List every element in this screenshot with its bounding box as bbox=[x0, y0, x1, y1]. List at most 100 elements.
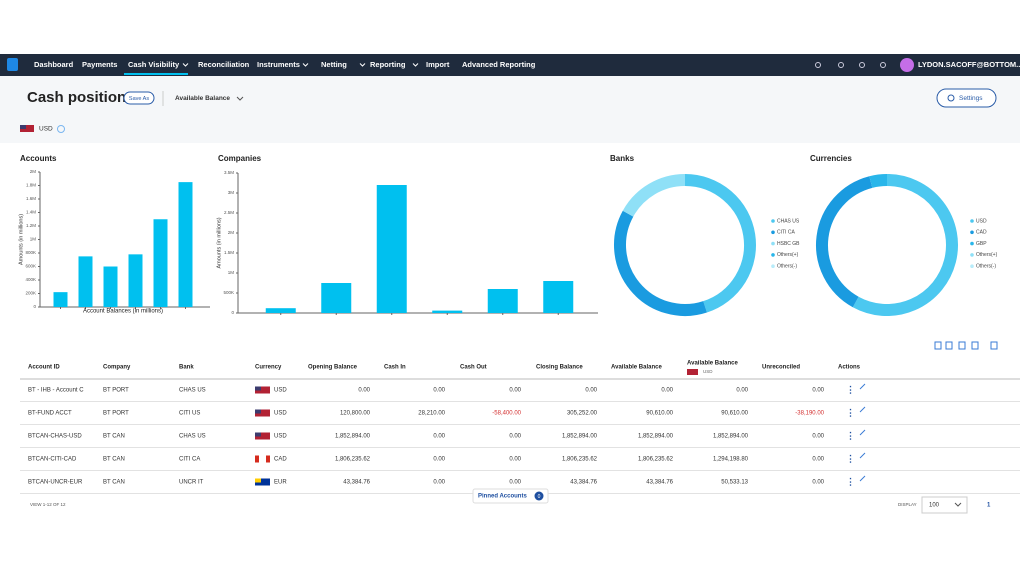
donut-segment[interactable] bbox=[816, 176, 873, 308]
pinned-badge bbox=[534, 491, 544, 501]
bar bbox=[53, 292, 68, 307]
pin-icon[interactable] bbox=[859, 383, 866, 390]
toolbar-icon[interactable] bbox=[934, 341, 942, 350]
table-cell: 90,610.00 bbox=[721, 411, 748, 417]
table-cell: BT PORT bbox=[103, 411, 129, 417]
bar bbox=[103, 266, 118, 307]
y-tick-label: 1M bbox=[228, 270, 235, 275]
table-cell: 1,852,894.00 bbox=[713, 434, 749, 440]
table-cell: BT - IHB - Account C bbox=[28, 388, 84, 394]
flag bbox=[687, 369, 698, 375]
column-header[interactable]: Bank bbox=[179, 365, 194, 371]
pin-icon[interactable] bbox=[859, 475, 866, 482]
chart-title: Banks bbox=[610, 154, 635, 163]
legend-dot[interactable] bbox=[970, 219, 974, 223]
nav-item[interactable]: Dashboard bbox=[34, 60, 74, 69]
donut-segment[interactable] bbox=[852, 174, 958, 316]
save-as-button[interactable] bbox=[123, 91, 155, 105]
row-menu[interactable]: ⋮ bbox=[846, 430, 855, 440]
row-menu[interactable]: ⋮ bbox=[846, 453, 855, 463]
table-cell: 50,533.13 bbox=[721, 480, 748, 486]
legend-label[interactable]: HSBC GB bbox=[777, 241, 800, 247]
nav-icon[interactable] bbox=[838, 62, 844, 68]
column-header[interactable]: Currency bbox=[255, 365, 282, 371]
donut-segment[interactable] bbox=[614, 210, 707, 316]
column-header[interactable]: Unreconciled bbox=[762, 365, 800, 371]
y-tick-label: 800K bbox=[25, 250, 36, 255]
nav-item[interactable]: Reporting bbox=[370, 60, 406, 69]
legend-label[interactable]: CHAS US bbox=[777, 218, 800, 224]
bar bbox=[153, 219, 168, 307]
column-header[interactable]: Actions bbox=[838, 365, 861, 371]
table-cell: EUR bbox=[274, 480, 287, 486]
legend-label[interactable]: CAD bbox=[976, 230, 987, 236]
legend-label[interactable]: Others(-) bbox=[777, 264, 797, 270]
avatar[interactable] bbox=[900, 58, 914, 72]
display-select[interactable] bbox=[921, 496, 968, 514]
nav-icon[interactable] bbox=[880, 62, 886, 68]
table-cell: 1,294,198.80 bbox=[713, 457, 749, 463]
save-as-label: Save As bbox=[129, 96, 149, 102]
legend-dot[interactable] bbox=[771, 253, 775, 257]
view-select[interactable]: Available Balance bbox=[175, 95, 230, 102]
legend-label[interactable]: GBP bbox=[976, 241, 987, 247]
toolbar-icon[interactable] bbox=[945, 341, 953, 350]
row-menu[interactable]: ⋮ bbox=[846, 476, 855, 486]
nav-icon[interactable] bbox=[815, 62, 821, 68]
nav-icon[interactable] bbox=[859, 62, 865, 68]
info-icon[interactable] bbox=[57, 125, 65, 133]
nav-item[interactable]: Netting bbox=[321, 60, 347, 69]
column-header[interactable]: Company bbox=[103, 365, 131, 371]
table-cell: 28,210.00 bbox=[418, 411, 445, 417]
page-number[interactable]: 1 bbox=[987, 503, 991, 509]
toolbar-icon[interactable] bbox=[958, 341, 966, 350]
nav-item[interactable]: Import bbox=[426, 60, 450, 69]
legend-dot[interactable] bbox=[970, 253, 974, 257]
legend-dot[interactable] bbox=[771, 230, 775, 235]
pin-icon[interactable] bbox=[859, 406, 866, 413]
donut-segment[interactable] bbox=[869, 174, 888, 188]
table-cell: 43,384.76 bbox=[343, 480, 370, 486]
table-cell: BTCAN-CITI-CAD bbox=[28, 457, 77, 463]
settings-label: Settings bbox=[959, 95, 983, 102]
legend-label[interactable]: Others(+) bbox=[777, 252, 799, 258]
nav-item[interactable]: Instruments bbox=[257, 60, 300, 69]
column-header[interactable]: Available Balance bbox=[611, 365, 662, 371]
legend-dot[interactable] bbox=[970, 230, 974, 235]
table-cell: 0.00 bbox=[736, 388, 748, 394]
legend-dot[interactable] bbox=[771, 241, 775, 246]
legend-dot[interactable] bbox=[970, 241, 974, 246]
legend-dot[interactable] bbox=[771, 264, 775, 269]
legend-label[interactable]: Others(+) bbox=[976, 252, 998, 258]
toolbar-icon[interactable] bbox=[990, 341, 998, 350]
toolbar-icon[interactable] bbox=[971, 341, 979, 350]
nav-item[interactable]: Reconciliation bbox=[198, 60, 250, 69]
nav-item[interactable]: Advanced Reporting bbox=[462, 60, 536, 69]
logo[interactable] bbox=[7, 58, 18, 71]
legend-label[interactable]: Others(-) bbox=[976, 264, 996, 270]
user-name[interactable]: LYDON.SACOFF@BOTTOM... bbox=[918, 60, 1020, 69]
column-header[interactable]: Cash In bbox=[384, 365, 406, 371]
column-header[interactable]: Account ID bbox=[28, 365, 60, 371]
donut-segment[interactable] bbox=[684, 174, 756, 313]
pinned-pill[interactable] bbox=[472, 488, 549, 504]
flag bbox=[255, 386, 261, 391]
column-header[interactable]: Cash Out bbox=[460, 365, 487, 371]
nav-item[interactable]: Payments bbox=[82, 60, 117, 69]
pin-icon[interactable] bbox=[859, 452, 866, 459]
settings-button[interactable] bbox=[936, 88, 997, 108]
table-cell: CITI CA bbox=[179, 457, 200, 463]
donut-segment[interactable] bbox=[622, 174, 686, 217]
column-header[interactable]: Available Balance bbox=[687, 361, 738, 367]
legend-label[interactable]: USD bbox=[976, 218, 987, 224]
legend-dot[interactable] bbox=[771, 219, 775, 223]
row-menu[interactable]: ⋮ bbox=[846, 407, 855, 417]
legend-dot[interactable] bbox=[970, 264, 974, 269]
column-header[interactable]: Opening Balance bbox=[308, 365, 358, 371]
nav-item[interactable]: Cash Visibility bbox=[128, 60, 180, 69]
y-axis-label: Amounts (in millions) bbox=[18, 214, 24, 265]
column-header[interactable]: Closing Balance bbox=[536, 365, 583, 371]
row-menu[interactable]: ⋮ bbox=[846, 384, 855, 394]
legend-label[interactable]: CITI CA bbox=[777, 230, 795, 236]
pin-icon[interactable] bbox=[859, 429, 866, 436]
